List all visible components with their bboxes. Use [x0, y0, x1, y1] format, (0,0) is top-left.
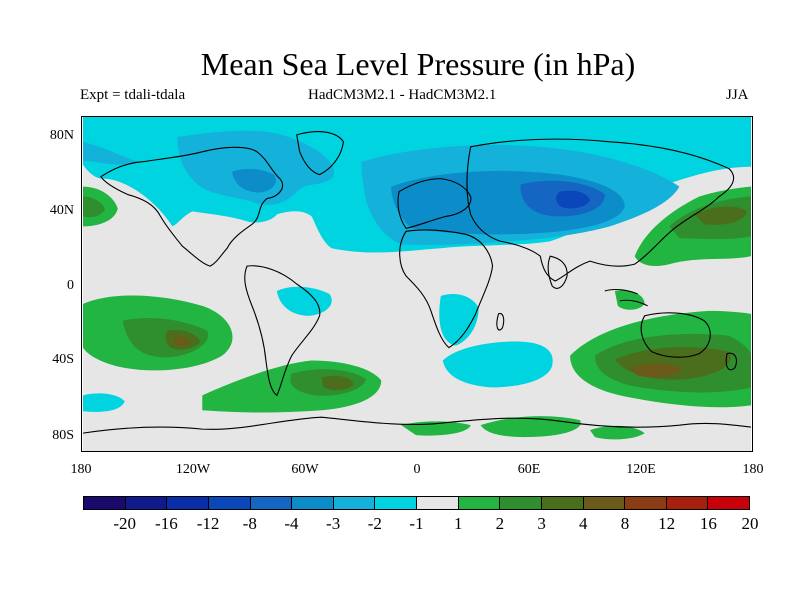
- new-zealand-outline: [725, 352, 738, 371]
- colorbar-swatch: [417, 497, 459, 509]
- colorbar-label: -4: [284, 514, 299, 533]
- coastlines: [82, 131, 752, 434]
- colorbar-label: -20: [113, 514, 137, 533]
- asia-navy-core: [556, 190, 590, 209]
- madagascar-outline: [496, 312, 505, 331]
- colorbar-swatch: [708, 497, 749, 509]
- x-tick-60e: 60E: [517, 462, 541, 477]
- colorbar-label: -2: [367, 514, 382, 533]
- colorbar-swatch: [167, 497, 209, 509]
- colorbar-swatch: [292, 497, 334, 509]
- x-tick-120w: 120W: [175, 462, 211, 477]
- season-label: JJA: [726, 87, 749, 103]
- greenland-outline: [296, 131, 345, 176]
- model-comparison-label: HadCM3M2.1 - HadCM3M2.1: [308, 87, 497, 103]
- pressure-anomaly-map: [82, 117, 752, 451]
- india-outline: [547, 255, 568, 289]
- colorbar-label: -3: [326, 514, 341, 533]
- colorbar: [83, 496, 750, 510]
- colorbar-label: 1: [453, 514, 463, 533]
- colorbar-swatch: [583, 497, 626, 509]
- colorbar-swatch: [625, 497, 667, 509]
- colorbar-label: 16: [699, 514, 717, 533]
- colorbar-swatch: [125, 497, 168, 509]
- south-atlantic-olive: [321, 375, 354, 391]
- colorbar-swatch: [458, 497, 501, 509]
- x-tick-60w: 60W: [291, 462, 319, 477]
- x-tick-0: 0: [413, 462, 421, 477]
- colorbar-label: -16: [155, 514, 178, 533]
- x-tick-120e: 120E: [626, 462, 656, 477]
- y-tick-0: 0: [67, 278, 74, 293]
- south-america-east-negative: [276, 286, 332, 316]
- colorbar-label: 12: [658, 514, 676, 533]
- colorbar-swatch: [666, 497, 709, 509]
- europe-outline: [397, 178, 472, 229]
- antarctic-positive-2: [480, 416, 581, 438]
- colorbar-label: 2: [495, 514, 505, 533]
- x-tick-180e: 180: [742, 462, 764, 477]
- y-tick-40s: 40S: [52, 352, 74, 367]
- south-indian-negative: [442, 341, 553, 388]
- colorbar-swatch: [375, 497, 417, 509]
- colorbar-label: -1: [409, 514, 424, 533]
- nw-pacific-olive-core: [694, 206, 748, 225]
- chart-title: Mean Sea Level Pressure (in hPa): [200, 46, 636, 82]
- asia-outline: [466, 138, 735, 282]
- colorbar-label: 8: [620, 514, 630, 533]
- y-tick-80s: 80S: [52, 428, 74, 443]
- africa-outline: [399, 229, 494, 349]
- x-tick-180w: 180: [70, 462, 92, 477]
- north-pacific-darkgreen-west: [83, 196, 105, 218]
- colorbar-swatch: [84, 497, 126, 509]
- colorbar-swatch: [500, 497, 542, 509]
- indonesia-outline: [604, 288, 648, 307]
- colorbar-label: 3: [537, 514, 546, 533]
- colorbar-swatch: [208, 497, 251, 509]
- australia-outline: [640, 312, 711, 358]
- arctic-lightblue-strip: [83, 141, 138, 165]
- colorbar-swatch: [333, 497, 376, 509]
- map-panel: [81, 116, 753, 452]
- antarctic-positive-3: [589, 425, 645, 440]
- south-pacific-brown-core: [174, 337, 191, 346]
- colorbar-label: 20: [741, 514, 759, 533]
- colorbar-swatch: [250, 497, 293, 509]
- y-tick-80n: 80N: [49, 128, 74, 143]
- north-america-outline: [100, 146, 284, 267]
- atlantic-blue-core: [232, 168, 276, 193]
- colorbar-label: -12: [196, 514, 220, 533]
- south-indian-brown-core: [629, 363, 682, 378]
- colorbar-label: 4: [579, 514, 588, 533]
- south-pacific-negative-patch: [83, 393, 125, 412]
- antarctica-outline: [82, 416, 752, 434]
- colorbar-swatch: [541, 497, 584, 509]
- experiment-label: Expt = tdali-tdala: [80, 87, 186, 103]
- y-tick-40n: 40N: [49, 203, 74, 218]
- madagascar-negative: [439, 294, 479, 346]
- antarctic-positive-1: [401, 421, 471, 436]
- south-america-outline: [244, 265, 321, 397]
- colorbar-label: -8: [242, 514, 257, 533]
